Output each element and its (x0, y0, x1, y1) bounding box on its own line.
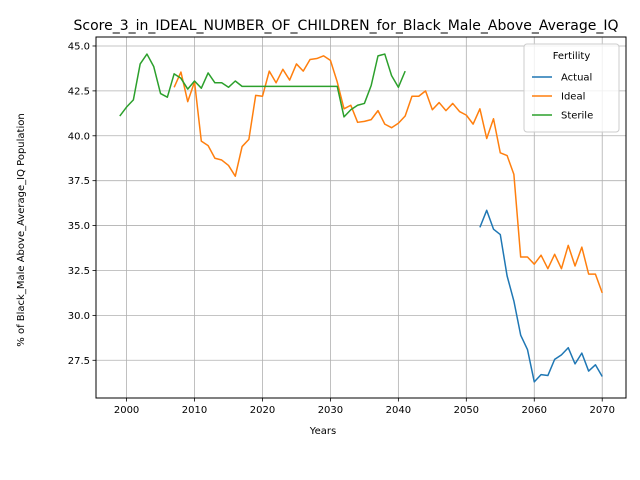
x-tick-label: 2050 (454, 405, 479, 416)
legend-label-actual: Actual (561, 73, 592, 84)
x-tick-label: 2030 (318, 405, 343, 416)
plot-frame (95, 36, 627, 399)
x-tick-label: 2060 (522, 405, 547, 416)
x-tick-label: 2040 (386, 405, 411, 416)
x-tick-label: 2010 (182, 405, 207, 416)
legend-box (523, 43, 620, 133)
x-axis-label: Years (309, 426, 336, 437)
y-axis: 27.5 30.0 32.5 35.0 37.5 40.0 42.5 45.0 (68, 41, 96, 367)
y-tick-label: 27.5 (68, 356, 90, 367)
legend-label-sterile: Sterile (561, 111, 593, 122)
x-tick-label: 2020 (250, 405, 275, 416)
x-tick-label: 2000 (114, 405, 139, 416)
y-tick-label: 30.0 (68, 311, 90, 322)
y-tick-label: 45.0 (68, 41, 90, 52)
y-axis-label: % of Black_Male Above_Average_IQ Populat… (16, 113, 27, 346)
series-line-actual (479, 209, 603, 383)
y-tick-label: 37.5 (68, 176, 90, 187)
y-tick-label: 35.0 (68, 221, 90, 232)
legend-title: Fertility (553, 51, 591, 62)
series-line-sterile (119, 53, 406, 118)
x-tick-label: 2070 (589, 405, 614, 416)
chart-title: Score_3_in_IDEAL_NUMBER_OF_CHILDREN_for_… (74, 18, 619, 34)
series-line-ideal (173, 55, 603, 294)
y-tick-label: 40.0 (68, 131, 90, 142)
y-tick-label: 32.5 (68, 266, 90, 277)
legend: Fertility Actual Ideal Sterile (523, 43, 620, 133)
y-tick-label: 42.5 (68, 86, 90, 97)
x-axis: 2000 2010 2020 2030 2040 2050 2060 2070 (114, 398, 615, 416)
series-lines (119, 53, 603, 383)
legend-label-ideal: Ideal (561, 92, 585, 103)
